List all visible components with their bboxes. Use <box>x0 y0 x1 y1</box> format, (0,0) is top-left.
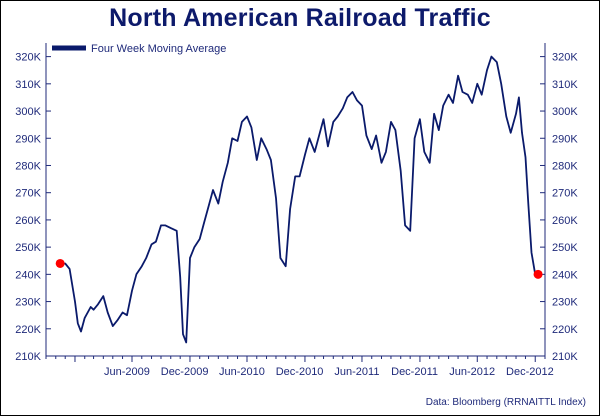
y-tick-label-left: 230K <box>15 297 41 309</box>
x-tick-label: Jun-2012 <box>449 366 495 378</box>
y-tick-label-left: 290K <box>15 133 41 145</box>
y-tick-label-left: 280K <box>15 160 41 172</box>
y-tick-label-left: 320K <box>15 52 41 64</box>
y-tick-label-left: 210K <box>15 351 41 363</box>
y-tick-label-left: 270K <box>15 188 41 200</box>
plot-area <box>55 55 543 344</box>
end-point-marker <box>533 269 543 279</box>
y-tick-label-right: 310K <box>552 79 578 91</box>
x-tick-label: Dec-2011 <box>391 366 438 378</box>
y-tick-label-right: 260K <box>552 215 578 227</box>
y-tick-label-right: 320K <box>552 52 578 64</box>
y-tick-label-right: 290K <box>552 133 578 145</box>
series-line-four-week-moving-average <box>60 55 539 344</box>
y-tick-label-left: 250K <box>15 242 41 254</box>
y-tick-label-right: 230K <box>552 297 578 309</box>
y-tick-label-left: 300K <box>15 106 41 118</box>
y-tick-label-right: 210K <box>552 351 578 363</box>
y-tick-label-right: 240K <box>552 269 578 281</box>
y-tick-label-left: 220K <box>15 324 41 336</box>
chart-title: North American Railroad Traffic <box>109 4 491 32</box>
x-tick-label: Jun-2010 <box>219 366 265 378</box>
y-tick-label-right: 270K <box>552 188 578 200</box>
x-tick-label: Jun-2011 <box>334 366 379 378</box>
legend: Four Week Moving Average <box>52 43 226 55</box>
y-tick-label-left: 310K <box>15 79 41 91</box>
y-tick-label-right: 280K <box>552 160 578 172</box>
x-tick-label: Jun-2009 <box>104 366 150 378</box>
y-tick-label-right: 250K <box>552 242 578 254</box>
chart-axes: 210K 210K 220K 220K 230K 230K 240K 240K 250K 250K… <box>15 43 578 378</box>
x-tick-label: Dec-2012 <box>506 366 554 378</box>
legend-label: Four Week Moving Average <box>91 43 226 55</box>
x-tick-label: Dec-2010 <box>276 366 324 378</box>
x-tick-label: Dec-2009 <box>161 366 209 378</box>
y-tick-label-right: 300K <box>552 106 578 118</box>
y-tick-label-left: 260K <box>15 215 41 227</box>
start-point-marker <box>55 258 65 268</box>
y-tick-label-left: 240K <box>15 269 41 281</box>
data-source-note: Data: Bloomberg (RRNAITTL Index) <box>425 397 586 408</box>
y-tick-label-right: 220K <box>552 324 578 336</box>
